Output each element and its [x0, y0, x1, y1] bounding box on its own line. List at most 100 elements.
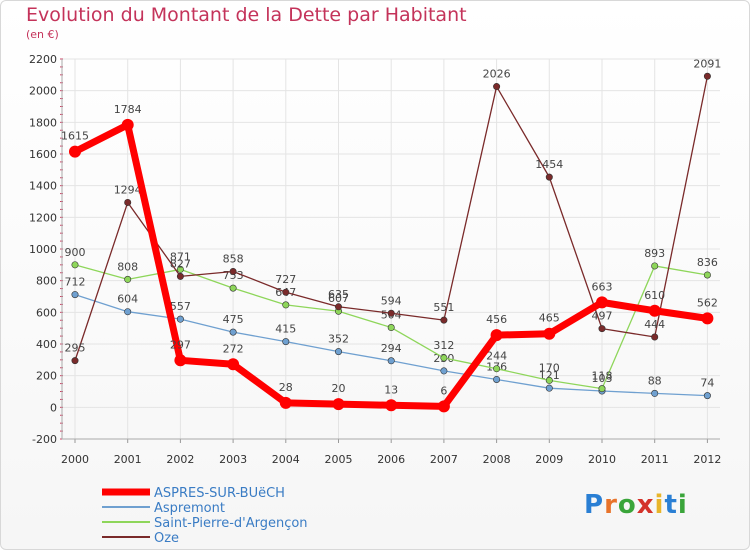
data-point: [440, 316, 448, 324]
data-label: 562: [697, 296, 718, 309]
series-1: 7126045574754153522942301761211038874: [65, 276, 714, 400]
x-tick-label: 2011: [641, 453, 669, 466]
y-tick-label: 1400: [29, 180, 57, 193]
data-point: [598, 325, 606, 333]
y-tick-label: 400: [36, 338, 57, 351]
logo-letter: i: [654, 490, 665, 520]
data-point: [387, 324, 395, 332]
data-label: 827: [170, 257, 191, 270]
data-point: [651, 333, 659, 341]
data-label: 610: [644, 289, 665, 302]
data-label: 497: [592, 310, 613, 323]
data-label: 1615: [61, 130, 89, 143]
data-point: [596, 296, 608, 309]
data-point: [334, 303, 342, 311]
data-point: [493, 365, 501, 373]
data-label: 297: [170, 338, 191, 351]
data-point: [229, 267, 237, 275]
chart-subtitle: (en €): [26, 28, 59, 41]
x-tick-label: 2002: [166, 453, 194, 466]
series-0: 1615 1784 297 272 28 20 13 6 456 465 663 610 562: [61, 103, 718, 413]
data-point: [543, 327, 556, 340]
y-tick-label: 1600: [29, 148, 57, 161]
y-tick-label: 2200: [29, 53, 57, 66]
data-point: [282, 288, 290, 296]
x-tick-label: 2010: [588, 453, 616, 466]
logo-letter: t: [664, 490, 678, 520]
legend-label: Oze: [154, 531, 179, 546]
data-label: 312: [433, 339, 454, 352]
data-point: [703, 392, 711, 400]
data-label: 28: [279, 381, 293, 394]
data-label: 74: [700, 377, 714, 390]
y-tick-label: -200: [32, 433, 57, 446]
data-point: [703, 271, 711, 279]
data-point: [334, 348, 342, 356]
data-label: 893: [644, 247, 665, 260]
data-label: 712: [65, 276, 86, 289]
data-label: 118: [592, 370, 613, 383]
data-point: [332, 398, 345, 411]
data-label: 604: [117, 293, 138, 306]
chart-title: Evolution du Montant de la Dette par Hab…: [26, 4, 467, 26]
data-point: [490, 329, 503, 342]
data-point: [174, 354, 187, 367]
data-label: 551: [433, 301, 454, 314]
data-point: [124, 198, 132, 206]
data-label: 294: [381, 342, 402, 355]
data-point: [387, 309, 395, 317]
data-point: [385, 399, 398, 412]
legend-label: Saint-Pierre-d'Argençon: [154, 516, 308, 531]
x-tick-label: 2003: [219, 453, 247, 466]
data-label: 871: [170, 250, 191, 263]
data-label: 607: [328, 292, 349, 305]
x-tick-label: 2009: [535, 453, 563, 466]
logo-letter: x: [636, 490, 655, 520]
y-tick-label: 2000: [29, 85, 57, 98]
y-tick-label: 1000: [29, 243, 57, 256]
x-tick-label: 2005: [325, 453, 353, 466]
data-point: [703, 72, 711, 80]
data-label: 2026: [483, 68, 511, 81]
data-point: [229, 284, 237, 292]
data-point: [71, 357, 79, 365]
y-tick-label: 600: [36, 306, 57, 319]
data-label: 244: [486, 350, 507, 363]
data-point: [71, 261, 79, 269]
data-label: 2091: [693, 57, 721, 70]
data-label: 170: [539, 361, 560, 374]
x-tick-label: 2008: [483, 453, 511, 466]
data-point: [701, 312, 714, 325]
data-label: 557: [170, 300, 191, 313]
data-point: [124, 275, 132, 283]
x-tick-label: 2006: [377, 453, 405, 466]
y-tick-label: 1800: [29, 116, 57, 129]
data-point: [651, 262, 659, 270]
data-label: 88: [648, 374, 662, 387]
data-point: [545, 376, 553, 384]
y-tick-label: 800: [36, 275, 57, 288]
data-label: 635: [328, 288, 349, 301]
data-label: 727: [275, 273, 296, 286]
y-tick-label: 1200: [29, 211, 57, 224]
legend-label: ASPRES-SUR-BUëCH: [154, 486, 285, 501]
legend-label: Aspremont: [154, 501, 225, 516]
data-point: [282, 338, 290, 346]
data-label: 415: [275, 323, 296, 336]
data-label: 272: [223, 342, 244, 355]
data-label: 465: [539, 312, 560, 325]
data-label: 456: [486, 313, 507, 326]
data-point: [648, 304, 661, 317]
logo-letter: P: [584, 490, 605, 520]
data-label: 900: [65, 246, 86, 259]
data-point: [69, 145, 81, 158]
data-point: [176, 265, 184, 273]
x-tick-label: 2000: [61, 453, 89, 466]
data-point: [651, 389, 659, 397]
x-tick-label: 2012: [693, 453, 721, 466]
data-point: [176, 272, 184, 280]
data-point: [387, 357, 395, 365]
data-point: [229, 328, 237, 336]
data-label: 836: [697, 256, 718, 269]
